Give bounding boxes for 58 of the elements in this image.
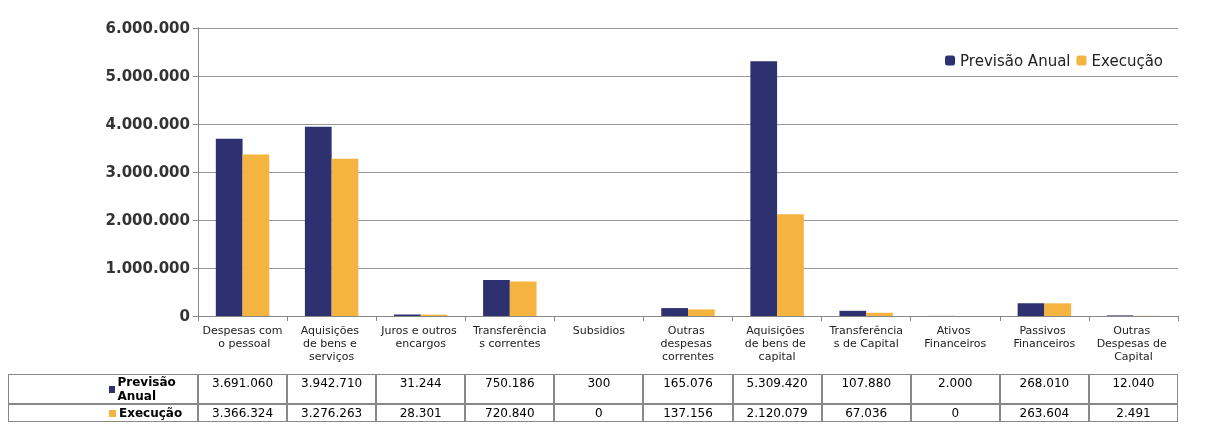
data-label: 2.000 [910, 374, 1000, 404]
data-label: 0 [910, 404, 1000, 422]
bar [509, 281, 537, 316]
data-label: 3.691.060 [198, 374, 288, 404]
x-tick-label: Aquisições de bens de capital [744, 324, 810, 363]
data-label: 268.010 [999, 374, 1089, 404]
bar [1044, 303, 1072, 316]
data-label: 28.301 [376, 404, 466, 422]
bar [483, 279, 510, 316]
bar [1017, 303, 1045, 316]
x-tick-label: Outras Despesas de Capital [1096, 324, 1171, 363]
text: Previsão Anual [117, 375, 176, 403]
x-tick-label: Subsidios [572, 324, 626, 337]
text: Execução [119, 406, 183, 420]
data-label: 3.366.324 [198, 404, 288, 422]
x-tick-label: Transferências correntes [472, 324, 547, 350]
data-label: 165.076 [643, 374, 733, 404]
data-label: 12.040 [1088, 374, 1179, 404]
x-tick-label: Juros e outros encargos [380, 324, 461, 350]
data-label: 31.244 [376, 374, 466, 404]
legend-label: Previsão Anual [960, 51, 1071, 70]
data-label: 750.186 [465, 374, 555, 404]
data-label: 2.491 [1088, 404, 1179, 422]
data-label: 3.276.263 [287, 404, 377, 422]
x-tick-label: Ativos Financeiros [924, 324, 987, 350]
y-tick-label: 5.000.000 [105, 67, 190, 85]
bar [750, 61, 778, 316]
data-label: 107.880 [821, 374, 911, 404]
y-tick-label: 0 [179, 307, 190, 325]
y-tick-label: 1.000.000 [105, 259, 190, 277]
data-label: 137.156 [643, 404, 733, 422]
y-tick-label: 6.000.000 [105, 19, 190, 37]
data-label: 5.309.420 [732, 374, 822, 404]
legend-label: Execução [1091, 51, 1164, 70]
bar [215, 138, 243, 316]
data-label: 67.036 [821, 404, 911, 422]
x-tick-label: Passivos Financeiros [1013, 324, 1076, 350]
x-tick-label: Aquisições de bens e serviços [300, 324, 363, 363]
bar [661, 308, 688, 316]
bar [331, 158, 359, 316]
data-label: 2.120.079 [732, 404, 822, 422]
y-tick-label: 4.000.000 [105, 115, 190, 133]
y-tick-label: 3.000.000 [105, 163, 190, 181]
data-label: 720.840 [465, 404, 555, 422]
x-tick-label: Despesas com o pessoal [202, 324, 283, 350]
data-label: 263.604 [999, 404, 1089, 422]
bar [304, 126, 332, 316]
data-label: 3.942.710 [287, 374, 377, 404]
x-tick-label: Outras despesas correntes [660, 324, 716, 363]
data-label: 0 [554, 404, 644, 422]
data-label: 300 [554, 374, 644, 404]
bar [866, 312, 893, 316]
bar [242, 154, 270, 316]
bar [688, 309, 715, 316]
x-tick-label: Transferências de Capital [828, 324, 903, 350]
bar [839, 310, 867, 316]
y-tick-label: 2.000.000 [105, 211, 190, 229]
bar [777, 214, 804, 316]
